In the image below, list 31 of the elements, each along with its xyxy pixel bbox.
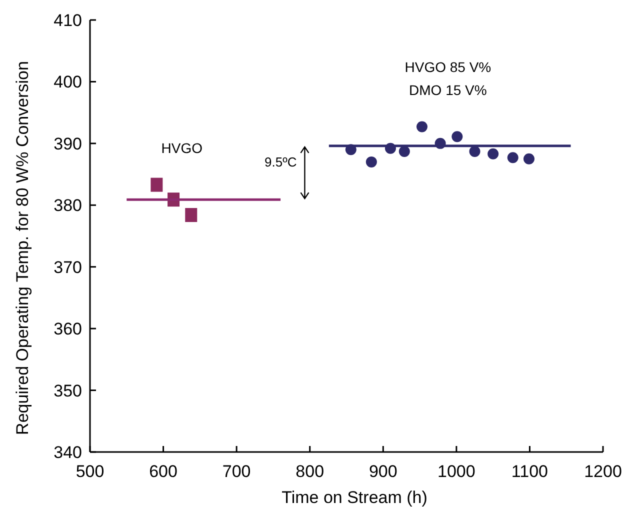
point bbox=[488, 148, 499, 160]
x-tick-label: 700 bbox=[222, 462, 251, 481]
annotation: 9.5ºC bbox=[264, 154, 297, 170]
series-label: HVGO bbox=[161, 140, 203, 156]
x-tick-label: 1000 bbox=[438, 462, 476, 481]
y-tick-label: 390 bbox=[54, 134, 82, 154]
x-tick-label: 500 bbox=[76, 462, 104, 481]
x-tick-label: 800 bbox=[296, 462, 324, 481]
y-tick-label: 410 bbox=[54, 11, 82, 30]
point bbox=[150, 178, 163, 192]
x-tick-label: 900 bbox=[368, 462, 398, 481]
point bbox=[398, 146, 410, 157]
point bbox=[523, 153, 534, 164]
point bbox=[185, 208, 198, 222]
x-tick-label: 1100 bbox=[511, 462, 548, 481]
point bbox=[452, 131, 463, 142]
y-tick-label: 350 bbox=[54, 381, 82, 400]
y-tick-label: 380 bbox=[54, 196, 82, 216]
text: HVGO 85 V% DMO 15 V% bbox=[404, 58, 492, 98]
point bbox=[416, 121, 428, 132]
y-tick-label: 400 bbox=[54, 72, 82, 92]
point bbox=[469, 146, 480, 157]
y-tick-label: 370 bbox=[54, 258, 82, 277]
point bbox=[507, 152, 518, 164]
point bbox=[366, 156, 377, 168]
y-tick-label: 340 bbox=[54, 443, 82, 462]
x-axis-title: Time on Stream (h) bbox=[282, 488, 428, 507]
y-axis-title: Required Operating Temp. for 80 W% Conversion bbox=[13, 61, 32, 435]
x-tick-label: 600 bbox=[149, 462, 178, 481]
x-tick-label: 1200 bbox=[584, 462, 622, 481]
y-tick-label: 360 bbox=[54, 320, 82, 339]
